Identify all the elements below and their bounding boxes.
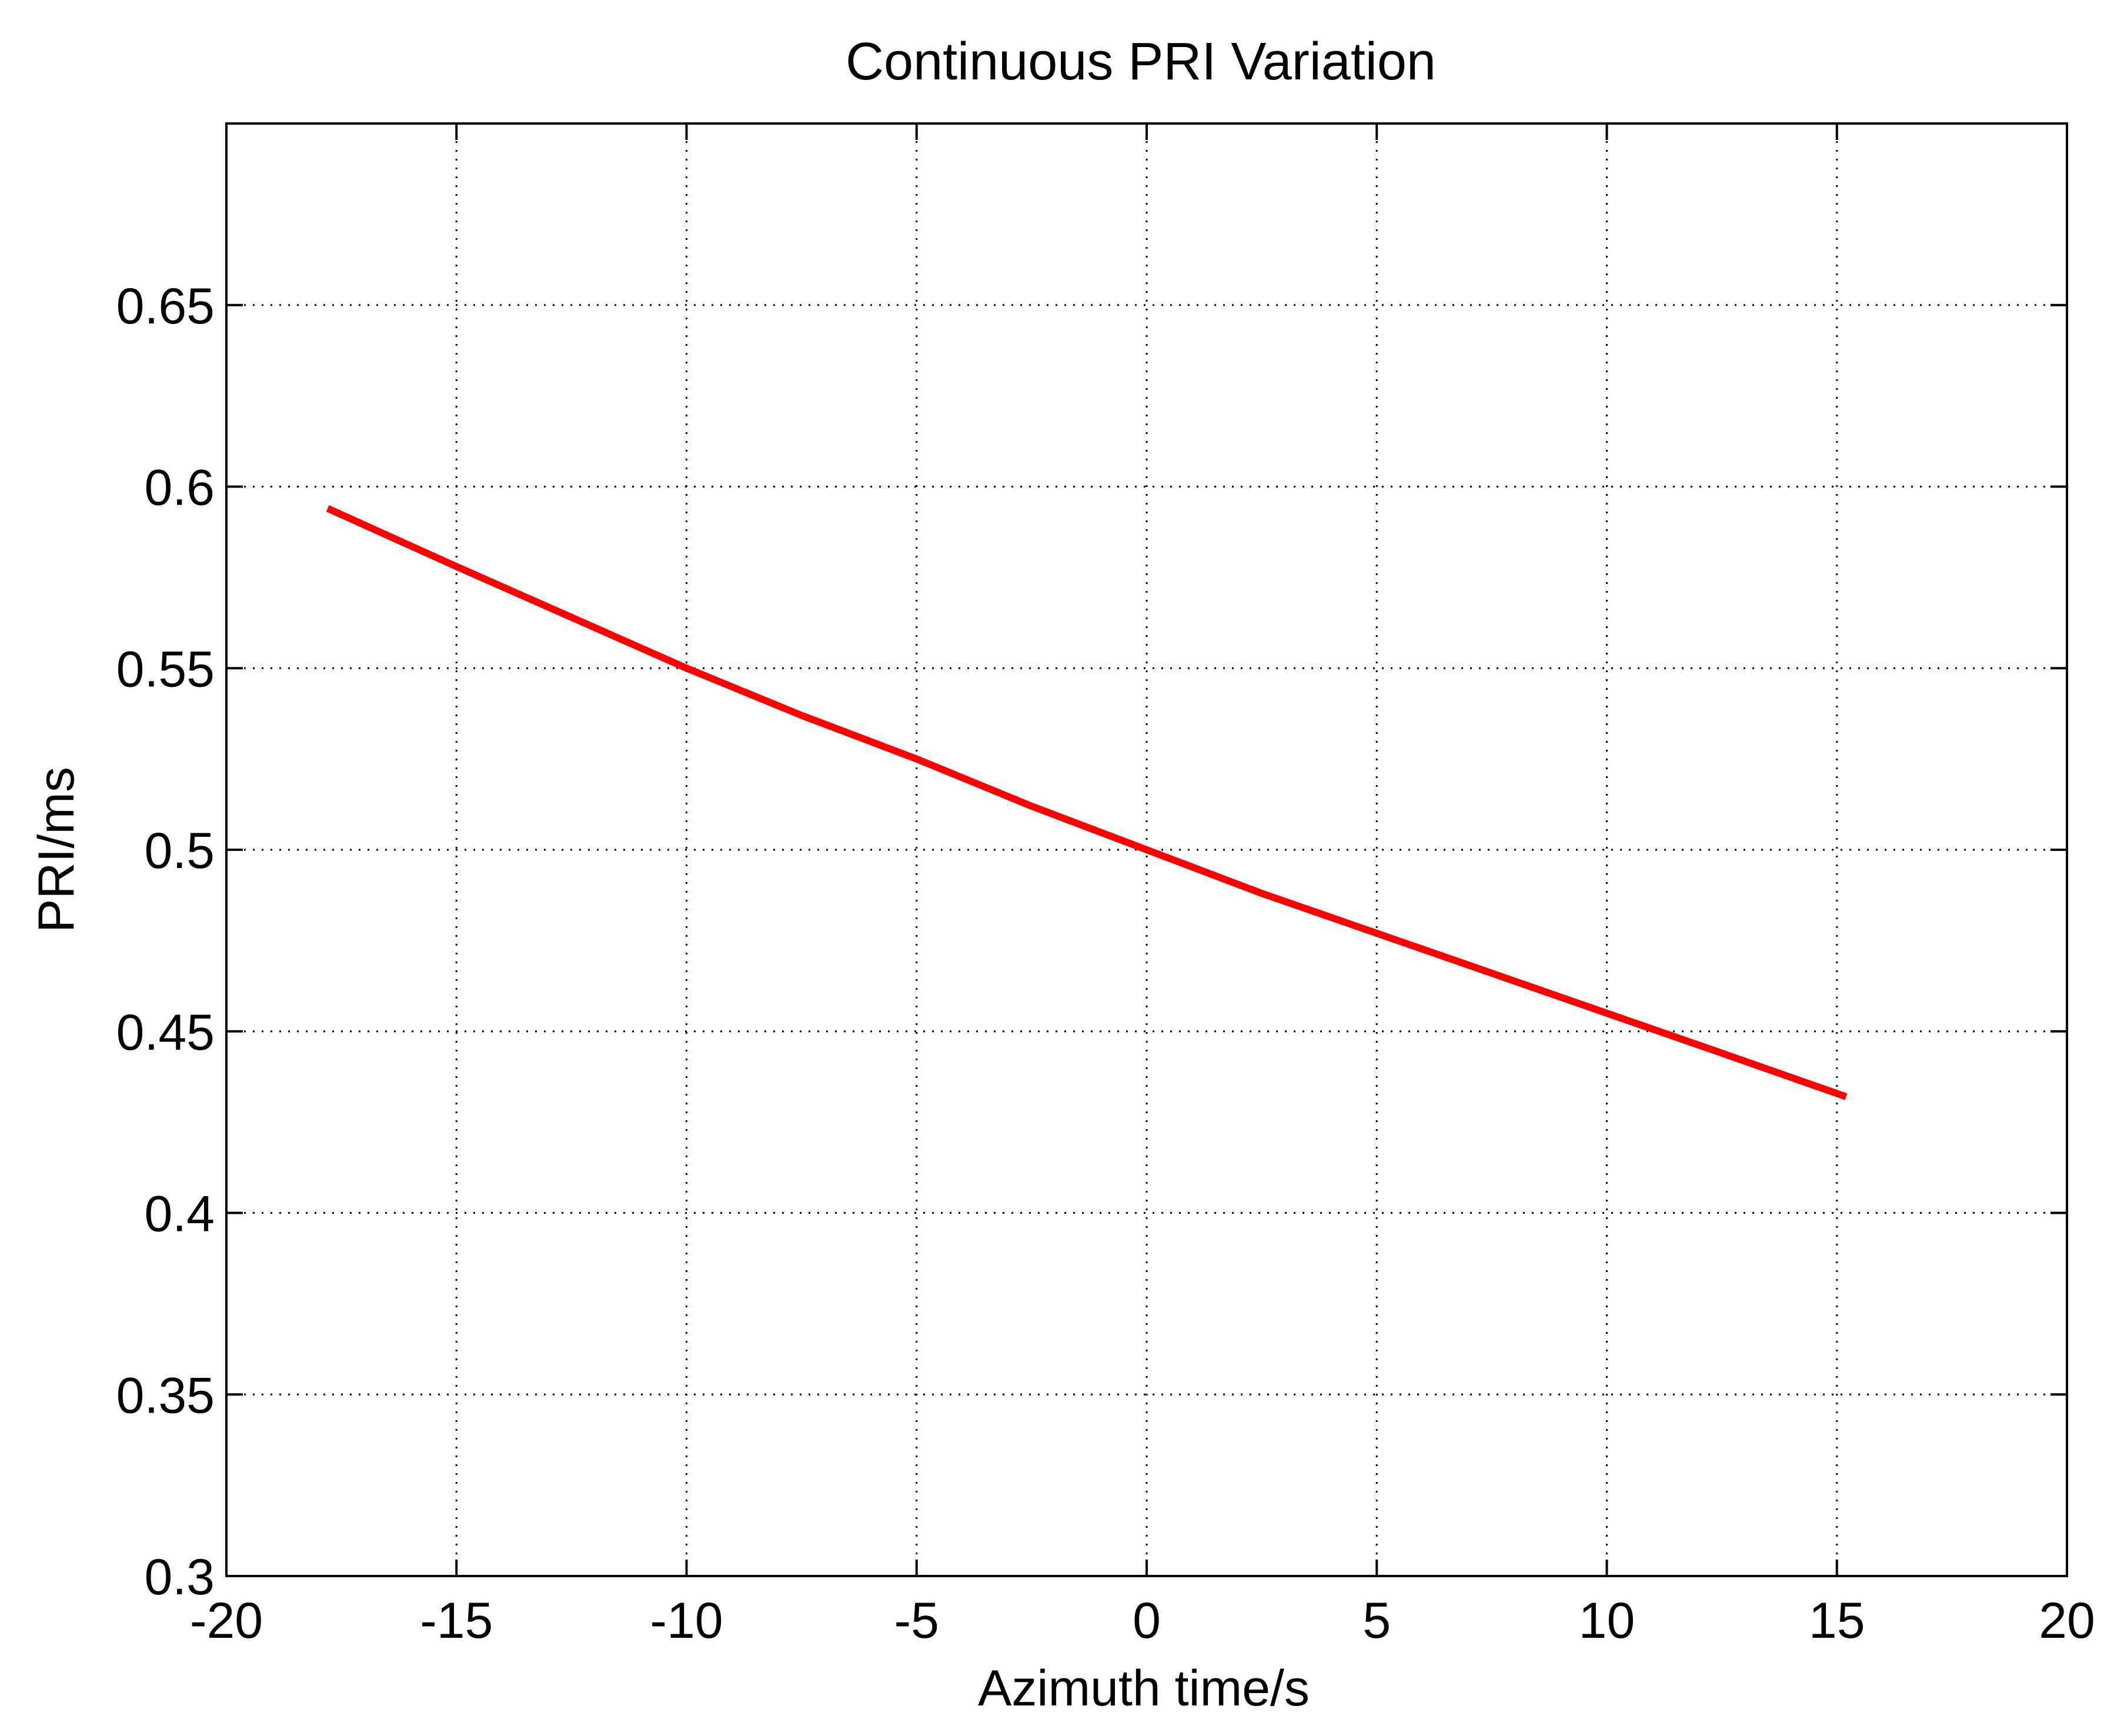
y-tick-label: 0.55	[116, 641, 215, 697]
x-tick-label: 10	[1579, 1593, 1635, 1649]
series-line-pri	[326, 505, 1848, 1100]
y-axis-label: PRI/ms	[28, 767, 85, 933]
x-tick-label: 20	[2039, 1593, 2095, 1649]
x-axis-label: Azimuth time/s	[978, 1660, 1310, 1717]
x-tick-labels: -20 -15 -10 -5 0 5 10 15 20	[190, 1593, 2095, 1649]
x-tick-label: -5	[894, 1593, 939, 1649]
x-tick-label: 15	[1809, 1593, 1865, 1649]
x-tick-label: -10	[650, 1593, 723, 1649]
y-tick-label: 0.65	[116, 278, 215, 335]
y-tick-label: 0.4	[144, 1186, 215, 1243]
y-tick-label: 0.3	[144, 1549, 215, 1605]
y-tick-label: 0.6	[144, 460, 215, 516]
y-tick-label: 0.45	[116, 1004, 215, 1061]
y-tick-label: 0.35	[116, 1367, 215, 1424]
y-tick-labels: 0.3 0.35 0.4 0.45 0.5 0.55 0.6 0.65	[116, 278, 215, 1605]
x-tick-label: 0	[1133, 1593, 1161, 1649]
x-tick-label: -20	[190, 1593, 263, 1649]
x-tick-label: -15	[420, 1593, 493, 1649]
y-tick-label: 0.5	[144, 823, 215, 879]
axis-ticks	[225, 123, 2068, 1577]
chart-title: Continuous PRI Variation	[846, 32, 1436, 91]
x-tick-label: 5	[1362, 1593, 1391, 1649]
data-series	[326, 505, 1848, 1100]
